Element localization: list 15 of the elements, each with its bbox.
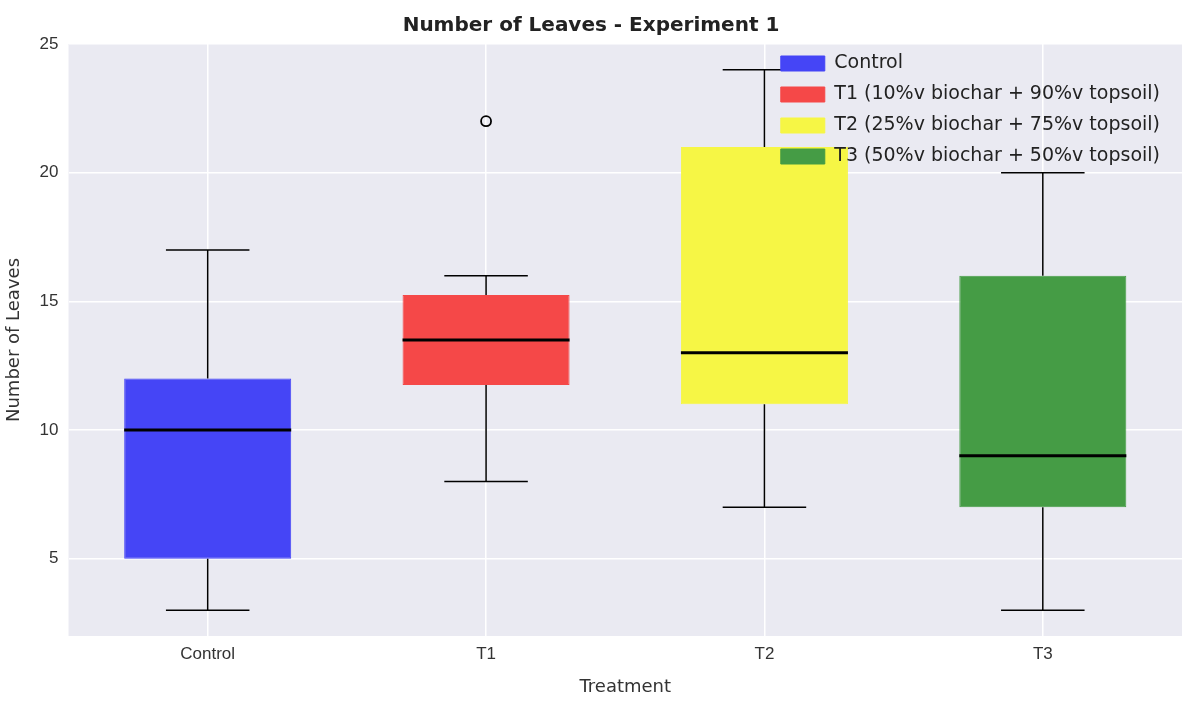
legend-label: Control <box>834 50 903 73</box>
x-tick-label: T2 <box>754 643 775 663</box>
y-tick-label: 15 <box>39 291 59 311</box>
x-tick-label: Control <box>180 643 236 663</box>
y-tick-label: 25 <box>39 33 59 53</box>
y-tick-label: 10 <box>39 419 59 439</box>
legend-label: T2 (25%v biochar + 75%v topsoil) <box>833 112 1161 135</box>
x-tick-label: T3 <box>1032 643 1053 663</box>
x-axis-title: Treatment <box>578 674 672 696</box>
x-tick-label: T1 <box>476 643 496 663</box>
y-axis-title: Number of Leaves <box>2 257 24 423</box>
y-tick-label: 20 <box>39 162 59 182</box>
chart-title: Number of Leaves - Experiment 1 <box>402 12 780 37</box>
y-tick-label: 5 <box>49 548 59 568</box>
legend-label: T1 (10%v biochar + 90%v topsoil) <box>833 81 1161 104</box>
